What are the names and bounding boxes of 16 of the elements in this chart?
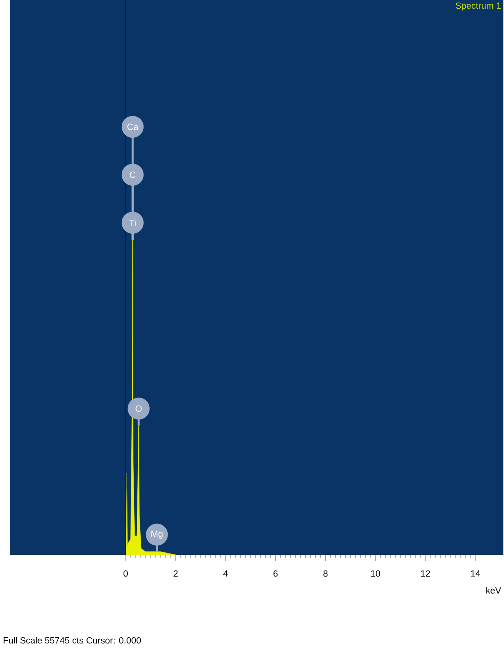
chart-title: Spectrum 1 <box>456 2 502 11</box>
x-tick-label: 8 <box>324 570 328 577</box>
x-tick-label: 12 <box>421 570 430 577</box>
annotation: Ti <box>130 220 136 226</box>
x-tick-label: 0 <box>124 570 128 577</box>
annotation: Mg <box>152 530 163 539</box>
x-tick-label: 2 <box>174 570 178 577</box>
x-tick-label: 6 <box>274 570 278 577</box>
annotation: Ca <box>128 124 139 130</box>
x-tick-label: 10 <box>372 570 380 577</box>
x-axis-title: keV <box>486 587 502 594</box>
text: Full Scale 55745 cts Cursor: 0.000 <box>4 637 142 644</box>
x-tick-label: 14 <box>471 570 480 577</box>
annotation: C <box>130 172 136 178</box>
x-tick-label: 4 <box>224 570 228 577</box>
annotation: O <box>136 406 142 412</box>
